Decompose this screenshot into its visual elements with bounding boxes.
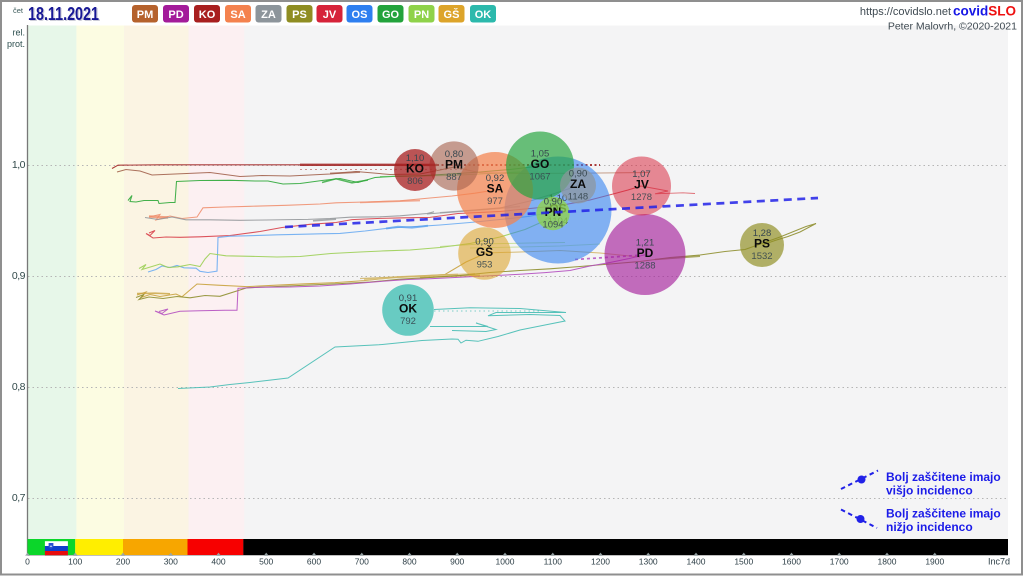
svg-text:0,8: 0,8 [12,381,26,393]
svg-text:1094: 1094 [542,220,563,231]
svg-text:KO: KO [406,162,424,176]
svg-text:18.11.2021: 18.11.2021 [29,5,100,25]
svg-text:0,7: 0,7 [12,492,26,504]
svg-text:700: 700 [355,557,369,567]
svg-text:1200: 1200 [591,557,610,567]
svg-text:1,10: 1,10 [406,153,425,164]
svg-text:OS: OS [352,9,368,21]
svg-text:čet: čet [13,6,24,15]
svg-text:0,9: 0,9 [12,270,26,282]
svg-text:GŠ: GŠ [476,244,493,259]
svg-text:977: 977 [487,196,503,207]
svg-text:1148: 1148 [568,192,588,203]
svg-text:1,07: 1,07 [632,169,651,180]
svg-text:18.11.2021: 18.11.2021 [28,4,99,24]
svg-text:806: 806 [407,176,423,187]
svg-text:PS: PS [292,9,307,21]
svg-text:GŠ: GŠ [444,8,460,21]
svg-text:PS: PS [754,237,770,251]
svg-text:300: 300 [164,557,178,567]
svg-text:0,92: 0,92 [486,173,505,184]
svg-text:ZA: ZA [570,177,586,191]
svg-text:1,05: 1,05 [531,149,550,160]
svg-text:JV: JV [323,9,337,21]
svg-text:1300: 1300 [639,557,658,567]
svg-text:0,90: 0,90 [544,197,563,208]
svg-text:953: 953 [477,260,493,271]
svg-text:PN: PN [414,9,429,21]
svg-text:400: 400 [211,557,225,567]
svg-text:500: 500 [259,557,273,567]
svg-text:1,0: 1,0 [12,159,26,171]
svg-text:1532: 1532 [751,251,772,262]
svg-text:1900: 1900 [925,557,944,567]
svg-text:PD: PD [168,9,183,21]
svg-text:nižjo incidenco: nižjo incidenco [886,520,973,534]
svg-text:covidSLO: covidSLO [953,4,1016,19]
svg-text:0,91: 0,91 [399,293,418,304]
svg-text:OK: OK [399,302,417,316]
svg-text:100: 100 [68,557,82,567]
svg-text:PD: PD [637,246,654,260]
svg-text:ZA: ZA [261,9,276,21]
svg-text:1288: 1288 [634,261,655,272]
svg-text:višjo incidenco: višjo incidenco [886,484,973,498]
svg-text:0,90: 0,90 [569,169,588,180]
svg-text:https://covidslo.net: https://covidslo.net [860,6,951,18]
svg-text:900: 900 [450,557,464,567]
svg-text:1700: 1700 [830,557,849,567]
svg-text:Inc7d: Inc7d [988,557,1010,567]
svg-text:1500: 1500 [734,557,753,567]
svg-text:1100: 1100 [544,557,563,567]
svg-text:200: 200 [116,557,130,567]
svg-text:1600: 1600 [782,557,801,567]
svg-text:SA: SA [487,182,504,196]
svg-text:792: 792 [400,316,416,327]
svg-text:1000: 1000 [496,557,515,567]
svg-text:GO: GO [531,157,550,171]
svg-text:PN: PN [545,205,562,219]
svg-text:0,80: 0,80 [445,149,464,160]
svg-text:Peter Malovrh, ©2020-2021: Peter Malovrh, ©2020-2021 [888,21,1017,33]
svg-text:0: 0 [25,557,30,567]
svg-text:1,21: 1,21 [636,238,655,249]
svg-text:PM: PM [445,158,463,172]
svg-text:0,90: 0,90 [475,237,494,248]
svg-text:800: 800 [402,557,416,567]
svg-text:Bolj zaščitene imajo: Bolj zaščitene imajo [886,470,1001,484]
svg-text:1800: 1800 [878,557,897,567]
svg-text:Bolj zaščitene imajo: Bolj zaščitene imajo [886,507,1001,521]
svg-text:1,28: 1,28 [753,228,772,239]
svg-text:KO: KO [199,9,216,21]
svg-text:1278: 1278 [631,192,652,203]
svg-text:887: 887 [446,172,462,183]
svg-text:600: 600 [307,557,321,567]
svg-text:PM: PM [137,9,154,21]
svg-text:JV: JV [634,178,649,192]
svg-text:SA: SA [230,9,245,21]
svg-text:GO: GO [382,9,400,21]
svg-text:1067: 1067 [529,172,550,183]
svg-text:prot.: prot. [7,39,25,49]
svg-text:OK: OK [475,9,492,21]
svg-text:1400: 1400 [687,557,706,567]
svg-text:rel.: rel. [12,28,25,38]
